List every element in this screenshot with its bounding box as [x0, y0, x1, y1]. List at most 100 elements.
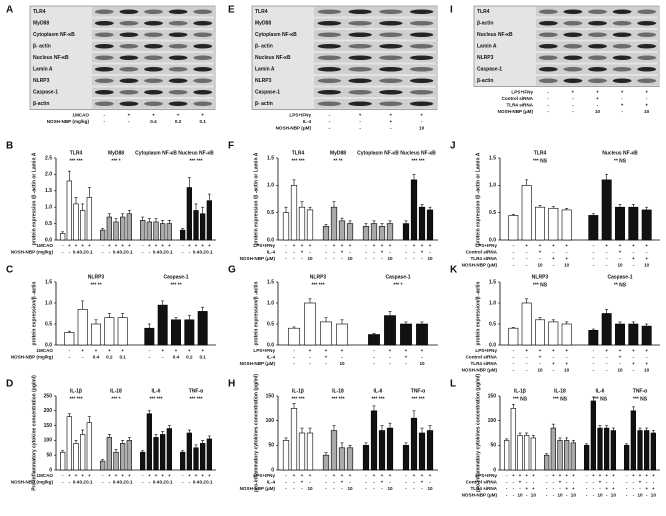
y-tick-label: 1.5: [45, 188, 52, 194]
significance: *** NS: [553, 396, 568, 402]
blot-row-label: Cytoplasm NF-κB: [33, 32, 75, 38]
treatment-mark: -: [566, 480, 568, 485]
treatment-mark: -: [619, 361, 621, 366]
treatment-mark: +: [81, 473, 84, 478]
significance: *** ***: [149, 396, 162, 402]
treatment-mark: -: [293, 250, 295, 255]
treatment-mark: -: [421, 119, 423, 124]
treatment-mark: +: [565, 243, 568, 248]
treatment-mark: -: [325, 361, 327, 366]
treatment-mark: 10: [307, 486, 313, 491]
treatment-mark: +: [75, 473, 78, 478]
blot-band: [168, 20, 188, 26]
bar: [144, 327, 155, 346]
treatment-mark: +: [177, 113, 180, 118]
treatment-mark: -: [513, 348, 515, 353]
blot-band: [193, 32, 213, 38]
treatment-mark: -: [513, 355, 515, 360]
bar: [80, 434, 86, 471]
blot-band: [588, 55, 607, 61]
treatment-mark: +: [525, 348, 528, 353]
treatment-mark: 10: [617, 368, 623, 373]
treatment-mark: +: [128, 473, 131, 478]
bar: [290, 408, 298, 471]
treatment-mark: 10: [531, 493, 537, 498]
blot-row-label: TLR4: [33, 9, 46, 15]
blot-band: [538, 66, 558, 72]
treatment-mark: -: [513, 493, 515, 498]
treatment-mark: 0.1: [119, 355, 126, 360]
treatment-mark: +: [301, 250, 304, 255]
blot-band: [563, 78, 583, 84]
bar: [171, 319, 181, 346]
significance: *** ***: [189, 396, 202, 402]
treatment-mark: 0.1: [126, 250, 133, 255]
treatment-mark: -: [293, 361, 295, 366]
bar: [521, 302, 532, 346]
treatment-mark: -: [633, 355, 635, 360]
treatment-mark: -: [325, 250, 327, 255]
treatment-mark: +: [596, 90, 599, 95]
treatment-mark: -: [553, 493, 555, 498]
treatment-mark: -: [413, 480, 415, 485]
treatment-label: NOSH-NBP (mg/kg): [11, 250, 54, 255]
treatment-mark: +: [599, 480, 602, 485]
treatment-mark: +: [645, 348, 648, 353]
treatment-label: LPS+IFNγ: [289, 113, 311, 118]
treatment-mark: -: [365, 473, 367, 478]
group-label: Caspase-1: [163, 274, 188, 280]
blot-band: [409, 66, 434, 72]
bar: [378, 226, 386, 241]
y-tick-label: 0.0: [267, 237, 274, 243]
treatment-mark: +: [188, 348, 191, 353]
treatment-mark: 10: [419, 126, 425, 131]
treatment-label: IL-4: [267, 480, 276, 485]
treatment-mark: -: [566, 493, 568, 498]
treatment-mark: -: [162, 355, 164, 360]
panel-letter: J: [450, 141, 456, 152]
blot-strip: [314, 30, 437, 40]
blot-row-label: β-actin: [477, 21, 493, 27]
treatment-mark: -: [373, 250, 375, 255]
treatment-mark: -: [389, 480, 391, 485]
treatment-mark: -: [593, 486, 595, 491]
blot-band: [193, 43, 213, 49]
bar: [561, 323, 572, 346]
treatment-mark: +: [201, 473, 204, 478]
treatment-mark: +: [381, 473, 384, 478]
blot-band: [637, 20, 657, 26]
blot-band: [119, 32, 139, 38]
treatment-mark: +: [429, 473, 432, 478]
treatment-mark: +: [621, 103, 624, 108]
treatment-mark: -: [365, 486, 367, 491]
treatment-mark: 0.4: [113, 250, 120, 255]
blot-band: [348, 32, 372, 38]
treatment-mark: -: [546, 473, 548, 478]
treatment-mark: -: [149, 480, 151, 485]
treatment-label: 1MCAO: [36, 473, 53, 478]
treatment-mark: +: [115, 473, 118, 478]
y-tick-label: 0.5: [489, 321, 496, 327]
bar: [410, 179, 418, 241]
blot-row-label: Caspase-1: [255, 90, 280, 96]
bar: [91, 323, 101, 346]
blot-strip: [314, 99, 437, 109]
treatment-mark: +: [108, 243, 111, 248]
blot-band: [193, 89, 213, 95]
blot-band: [538, 32, 558, 38]
treatment-mark: 0.4: [93, 355, 100, 360]
treatment-mark: 0.4: [193, 250, 200, 255]
bar: [166, 223, 172, 241]
group-label: Cytoplasm NF-κB: [135, 150, 177, 156]
treatment-mark: -: [102, 250, 104, 255]
blot-row-label: NLRP3: [477, 55, 494, 61]
bar: [120, 216, 126, 241]
blot-band: [94, 101, 114, 107]
treatment-mark: -: [309, 361, 311, 366]
bar: [113, 451, 119, 471]
treatment-label: NOSH-NBP (μM): [240, 361, 276, 366]
blot-band: [348, 89, 372, 95]
treatment-mark: -: [365, 480, 367, 485]
treatment-mark: -: [341, 355, 343, 360]
treatment-mark: +: [293, 243, 296, 248]
